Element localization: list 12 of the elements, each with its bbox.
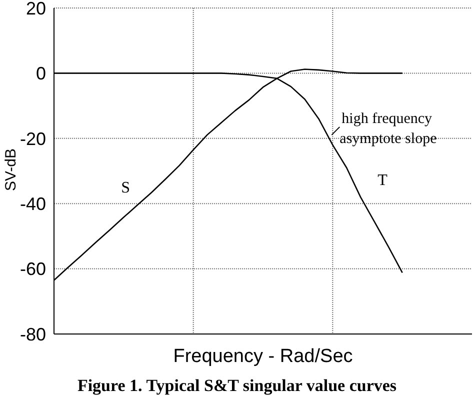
series-label: S bbox=[121, 180, 130, 197]
x-axis-title: Frequency - Rad/Sec bbox=[173, 346, 353, 367]
y-tick-label: -80 bbox=[20, 324, 46, 344]
y-tick-label: -40 bbox=[20, 194, 46, 214]
y-tick-label: -60 bbox=[20, 259, 46, 280]
y-tick-label: 20 bbox=[26, 0, 46, 18]
y-tick-label: 0 bbox=[36, 64, 46, 84]
series-label: T bbox=[378, 172, 388, 189]
caption: Figure 1. Typical S&T singular value curves bbox=[76, 376, 398, 396]
y-tick-label: -20 bbox=[20, 128, 46, 149]
annotation: high frequency asymptote slope bbox=[340, 110, 438, 147]
y-axis-title: SV-dB bbox=[2, 148, 20, 191]
